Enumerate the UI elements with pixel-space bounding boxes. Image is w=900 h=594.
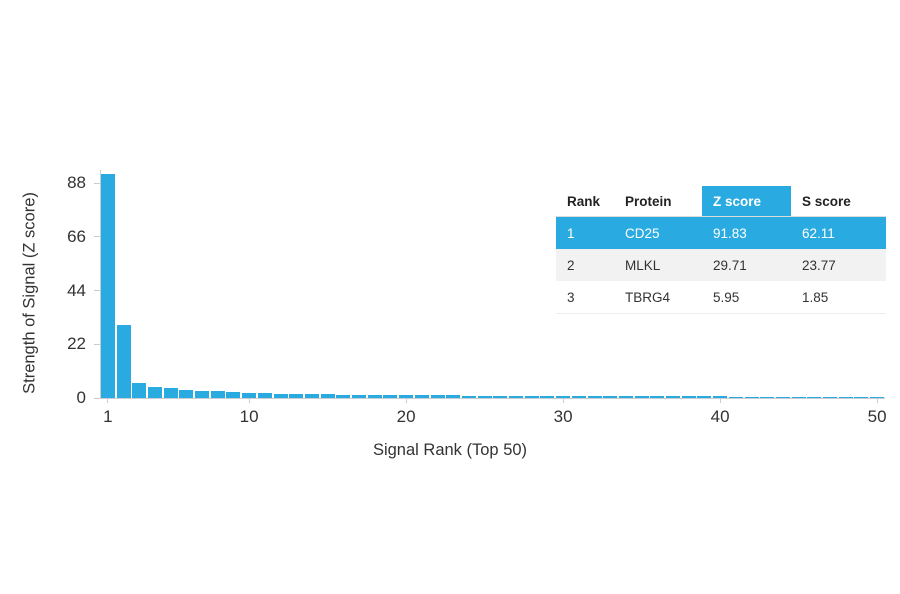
bar-rank-48 (838, 396, 853, 398)
bar-rank-43 (760, 396, 775, 398)
cell-s-score: 23.77 (802, 257, 836, 273)
bar-rank-20 (399, 395, 414, 398)
cell-rank: 1 (567, 225, 575, 241)
plot-area: 0 22 44 66 88 1 10 20 30 40 50 (67, 170, 887, 426)
bar-rank-39 (697, 396, 712, 398)
bar-rank-10 (242, 392, 257, 398)
header-rank: Rank (567, 193, 601, 209)
bar-rank-49 (854, 396, 869, 398)
bar-rank-6 (179, 389, 194, 398)
bar-rank-37 (666, 396, 681, 398)
y-tick-mark (94, 290, 100, 291)
cell-z-score: 29.71 (713, 257, 747, 273)
x-axis-title: Signal Rank (Top 50) (372, 441, 528, 459)
bar-rank-8 (210, 391, 225, 398)
bar-rank-21 (414, 395, 429, 398)
cell-s-score: 1.85 (802, 289, 829, 305)
bar-rank-36 (650, 396, 665, 398)
y-tick-label: 66 (67, 226, 86, 246)
bar-rank-3 (132, 383, 147, 398)
bar-rank-16 (336, 394, 351, 398)
bar-rank-44 (775, 396, 790, 398)
bar-rank-1 (100, 173, 115, 398)
bar-rank-27 (509, 395, 524, 398)
y-tick-mark (94, 182, 100, 184)
x-tick-mark (107, 398, 109, 403)
bar-rank-19 (383, 394, 398, 398)
bar-rank-33 (603, 396, 618, 398)
header-z-score: Z score (702, 186, 791, 216)
x-tick-label: 30 (553, 407, 573, 426)
table-row: 3 TBRG4 5.95 1.85 (556, 281, 886, 314)
cell-rank: 3 (567, 289, 575, 305)
bar-rank-25 (477, 395, 492, 398)
y-tick-mark (94, 397, 100, 399)
bar-rank-42 (744, 396, 759, 398)
x-tick-mark (876, 398, 878, 403)
bar-rank-17 (352, 394, 367, 398)
table-row: 2 MLKL 29.71 23.77 (556, 249, 886, 281)
bar-rank-26 (493, 395, 508, 398)
bar-rank-45 (791, 396, 806, 398)
cell-z-score: 5.95 (713, 289, 740, 305)
x-tick-mark (719, 398, 721, 403)
header-s-score: S score (802, 193, 851, 209)
table-row: 1 CD25 91.83 62.11 (556, 217, 886, 249)
cell-protein: MLKL (625, 257, 661, 273)
bar-rank-50 (870, 396, 885, 398)
bar-rank-5 (163, 388, 178, 398)
bar-rank-23 (446, 395, 461, 398)
cell-rank: 2 (567, 257, 575, 273)
bar-rank-29 (540, 395, 555, 398)
x-tick-label: 20 (396, 407, 416, 426)
bar-rank-7 (195, 390, 210, 398)
table-header-row: Rank Protein Z score S score (556, 186, 886, 217)
x-tick-label: 1 (103, 407, 113, 426)
bar-rank-31 (571, 396, 586, 398)
x-tick-mark (562, 398, 564, 403)
bar-rank-14 (304, 394, 319, 398)
cell-protein: TBRG4 (625, 289, 671, 305)
y-tick-label: 22 (67, 334, 86, 354)
cell-z-score: 91.83 (713, 225, 747, 241)
y-tick-label: 44 (67, 280, 86, 300)
x-axis-line (100, 398, 885, 399)
x-tick-label: 10 (239, 407, 259, 426)
bar-rank-30 (556, 395, 571, 398)
score-table: Rank Protein Z score S score 1 CD25 91.8… (556, 186, 886, 314)
cell-s-score: 62.11 (802, 225, 835, 241)
bar-rank-24 (461, 395, 476, 398)
bar-rank-13 (289, 393, 304, 398)
y-tick-mark (94, 343, 100, 345)
bar-rank-41 (728, 396, 743, 398)
bar-rank-2 (116, 325, 131, 398)
bar-rank-18 (367, 394, 382, 398)
bar-rank-9 (226, 392, 241, 398)
x-tick-label: 50 (867, 407, 887, 426)
bar-rank-4 (147, 386, 162, 398)
x-tick-label: 40 (710, 407, 730, 426)
bar-rank-11 (257, 393, 272, 398)
bar-rank-35 (634, 396, 649, 398)
y-tick-label: 88 (67, 173, 86, 192)
header-protein: Protein (625, 193, 672, 209)
y-tick-mark (94, 236, 100, 238)
y-tick-label: 0 (76, 388, 86, 407)
bar-rank-46 (807, 396, 822, 398)
bar-rank-22 (430, 395, 445, 398)
cell-protein: CD25 (625, 225, 660, 241)
bar-rank-34 (618, 396, 633, 398)
bar-rank-32 (587, 396, 602, 398)
bar-rank-47 (823, 396, 838, 398)
x-tick-mark (248, 398, 250, 403)
bar-rank-28 (524, 395, 539, 398)
bar-rank-40 (713, 396, 728, 398)
bar-rank-38 (681, 396, 696, 398)
y-axis-line (100, 170, 101, 399)
bar-rank-15 (320, 394, 335, 398)
x-tick-mark (405, 398, 407, 403)
bar-rank-12 (273, 393, 288, 398)
